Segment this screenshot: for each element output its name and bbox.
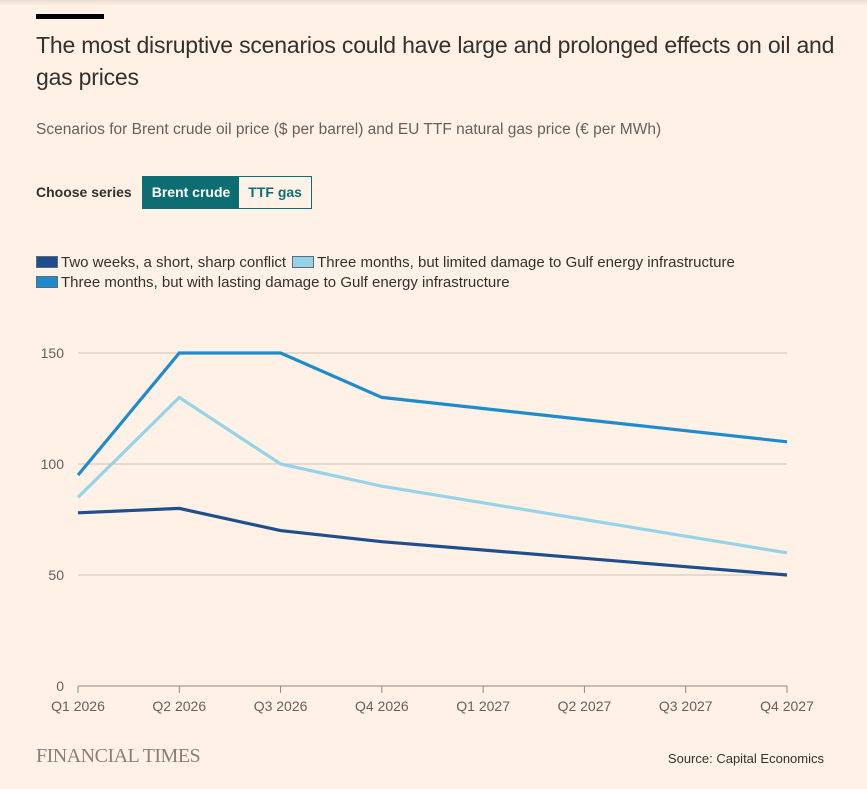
ft-logo: FINANCIAL TIMES xyxy=(36,745,201,767)
series-chooser: Choose series Brent crude TTF gas xyxy=(36,174,312,210)
top-rule xyxy=(36,14,104,19)
x-tick-label: Q3 2026 xyxy=(254,698,308,714)
legend-item-limited-damage: Three months, but limited damage to Gulf… xyxy=(292,254,735,271)
series-line-1 xyxy=(76,395,788,555)
legend-label: Two weeks, a short, sharp conflict xyxy=(61,253,287,271)
legend-item-short-conflict: Two weeks, a short, sharp conflict xyxy=(36,254,286,271)
x-tick-label: Q1 2026 xyxy=(51,698,105,714)
legend-swatch xyxy=(36,276,58,288)
ttf-gas-button[interactable]: TTF gas xyxy=(239,176,311,208)
x-tick-label: Q3 2027 xyxy=(659,698,713,714)
legend-row: Three months, but with lasting damage to… xyxy=(36,272,836,292)
legend-row: Two weeks, a short, sharp conflict Three… xyxy=(36,252,836,272)
x-tick-label: Q2 2026 xyxy=(152,698,206,714)
x-tick-label: Q1 2027 xyxy=(456,698,510,714)
x-tick-label: Q4 2026 xyxy=(355,698,409,714)
series-toggle: Brent crude TTF gas xyxy=(141,175,312,209)
legend: Two weeks, a short, sharp conflict Three… xyxy=(36,252,836,292)
chooser-label: Choose series xyxy=(36,184,132,200)
y-tick-label: 150 xyxy=(41,345,65,361)
x-tick-label: Q2 2027 xyxy=(558,698,612,714)
y-tick-label: 100 xyxy=(41,456,65,472)
source-note: Source: Capital Economics xyxy=(667,751,824,766)
top-shadow xyxy=(0,0,867,6)
legend-label: Three months, but limited damage to Gulf… xyxy=(317,253,735,271)
brent-crude-button[interactable]: Brent crude xyxy=(142,176,240,208)
series-line-0 xyxy=(77,506,788,577)
x-tick-label: Q4 2027 xyxy=(760,698,814,714)
y-tick-label: 50 xyxy=(48,567,64,583)
chart-title: The most disruptive scenarios could have… xyxy=(36,32,835,90)
legend-item-lasting-damage: Three months, but with lasting damage to… xyxy=(36,274,510,291)
series-line-2 xyxy=(76,351,788,477)
chart-subtitle: Scenarios for Brent crude oil price ($ p… xyxy=(36,121,662,138)
line-chart: 0 50 100 150 Q1 2026 Q2 2026 Q3 2026 Q4 2026 Q1 … xyxy=(41,345,814,714)
y-tick-label: 0 xyxy=(56,678,64,694)
legend-swatch xyxy=(36,256,58,268)
legend-label: Three months, but with lasting damage to… xyxy=(61,273,510,291)
legend-swatch xyxy=(292,256,315,268)
